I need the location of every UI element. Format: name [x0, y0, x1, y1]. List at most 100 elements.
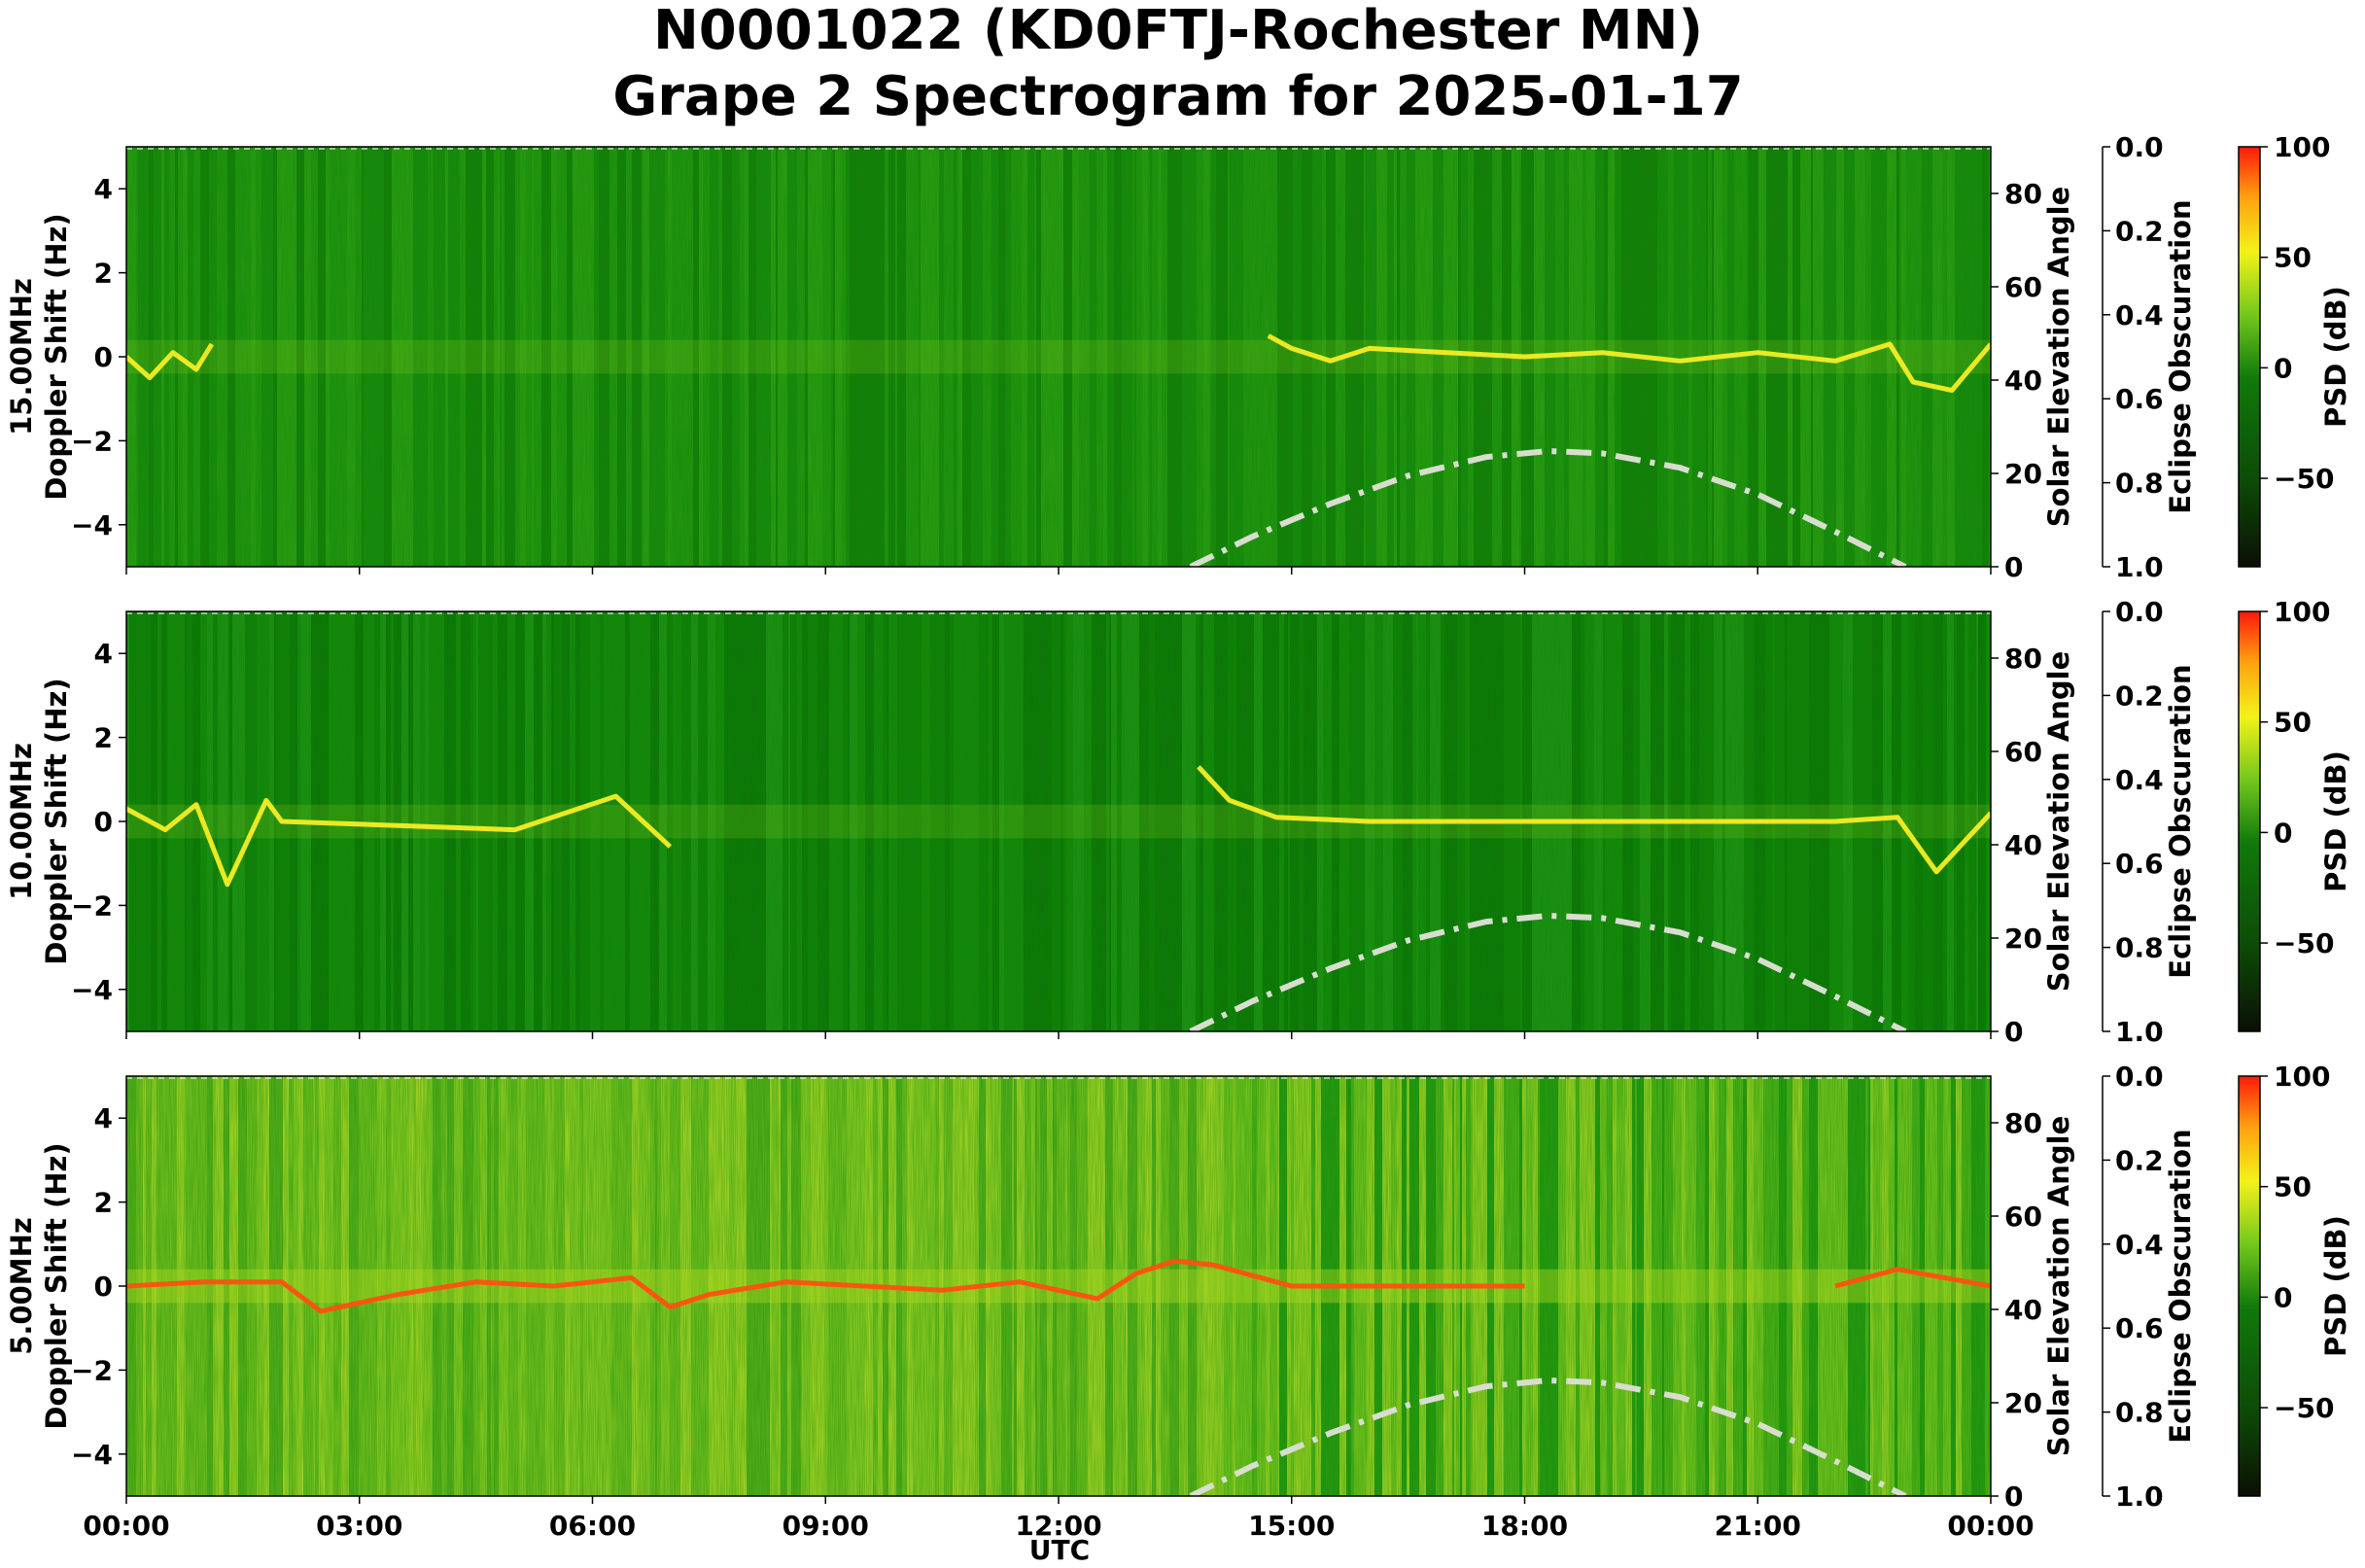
x-tick-label: 18:00 — [1481, 1510, 1568, 1542]
frequency-label: 10.00MHz — [5, 743, 38, 900]
colorbar-tick-label: 100 — [2274, 1061, 2330, 1093]
eclipse-tick-label: 0.4 — [2115, 764, 2164, 796]
eclipse-tick-label: 0.0 — [2115, 596, 2164, 628]
panel-5.00MHz: −4 −2 0 2 4 5.00MHz Doppler Shift (Hz) 00:00 03:… — [5, 1061, 2352, 1542]
eclipse-tick-label: 0.6 — [2115, 383, 2164, 415]
elevation-tick-label: 20 — [2004, 458, 2042, 490]
eclipse-tick-label: 0.8 — [2115, 932, 2164, 964]
frequency-label: 15.00MHz — [5, 278, 38, 436]
colorbar-tick-label: −50 — [2274, 927, 2334, 959]
figure-title-line2: Grape 2 Spectrogram for 2025-01-17 — [612, 65, 1743, 128]
eclipse-axis-label: Eclipse Obscuration — [2164, 664, 2197, 978]
stripe-layer — [126, 1076, 1991, 1496]
eclipse-tick-label: 0.2 — [2115, 1144, 2164, 1176]
y-tick-label: −2 — [71, 1354, 113, 1386]
x-tick-label: 00:00 — [83, 1510, 169, 1542]
elevation-tick-label: 0 — [2004, 1481, 2023, 1513]
x-tick-label: 21:00 — [1715, 1510, 1801, 1542]
elevation-tick-label: 80 — [2004, 1107, 2042, 1139]
eclipse-axis-label: Eclipse Obscuration — [2164, 199, 2197, 513]
colorbar-tick-label: 0 — [2274, 817, 2292, 849]
eclipse-tick-label: 1.0 — [2115, 1481, 2164, 1513]
x-tick-label: 00:00 — [1947, 1510, 2034, 1542]
colorbar-tick-label: 50 — [2274, 1171, 2312, 1203]
x-tick-label: 12:00 — [1015, 1510, 1101, 1542]
doppler-trace — [1267, 333, 1991, 394]
colorbar — [2238, 610, 2261, 1032]
elevation-tick-label: 40 — [2004, 829, 2042, 861]
y-tick-label: 2 — [94, 258, 113, 290]
eclipse-tick-label: 0.2 — [2115, 215, 2164, 247]
stripe-layer — [126, 611, 1991, 1031]
x-tick-label: 03:00 — [316, 1510, 402, 1542]
colorbar-label: PSD (dB) — [2319, 750, 2352, 892]
doppler-trace — [1834, 1267, 1991, 1289]
doppler-trace — [126, 342, 215, 381]
eclipse-tick-label: 0.6 — [2115, 848, 2164, 880]
elevation-axis-label: Solar Elevation Angle — [2042, 187, 2075, 528]
elevation-axis-label: Solar Elevation Angle — [2042, 651, 2075, 993]
doppler-trace — [126, 793, 673, 888]
elevation-tick-label: 80 — [2004, 178, 2042, 210]
eclipse-tick-label: 0.0 — [2115, 1061, 2164, 1093]
y-tick-label: 0 — [94, 806, 113, 838]
colorbar-tick-label: 100 — [2274, 596, 2330, 628]
panel-10.00MHz: −4 −2 0 2 4 10.00MHz Doppler Shift (Hz) 0 20 40 60… — [5, 596, 2352, 1048]
elevation-tick-label: 20 — [2004, 923, 2042, 955]
y-tick-label: 0 — [94, 341, 113, 373]
doppler-axis-label: Doppler Shift (Hz) — [40, 213, 73, 500]
y-tick-label: −2 — [71, 425, 113, 457]
y-tick-label: 2 — [94, 1187, 113, 1219]
y-tick-label: 2 — [94, 722, 113, 754]
eclipse-tick-label: 1.0 — [2115, 551, 2164, 583]
frequency-label: 5.00MHz — [5, 1217, 38, 1355]
colorbar-label: PSD (dB) — [2319, 286, 2352, 428]
y-tick-label: −4 — [71, 974, 113, 1006]
elevation-tick-label: 80 — [2004, 643, 2042, 675]
y-tick-label: 4 — [94, 173, 113, 205]
y-tick-label: −4 — [71, 509, 113, 541]
elevation-axis-label: Solar Elevation Angle — [2042, 1116, 2075, 1457]
x-axis-label: UTC — [1029, 1534, 1090, 1566]
colorbar-label: PSD (dB) — [2319, 1215, 2352, 1357]
elevation-tick-label: 60 — [2004, 1201, 2042, 1233]
elevation-tick-label: 60 — [2004, 271, 2042, 303]
eclipse-tick-label: 0.4 — [2115, 299, 2164, 331]
eclipse-tick-label: 0.4 — [2115, 1229, 2164, 1261]
elevation-tick-label: 40 — [2004, 1294, 2042, 1326]
eclipse-tick-label: 0.8 — [2115, 1397, 2164, 1429]
x-tick-label: 06:00 — [549, 1510, 636, 1542]
colorbar-tick-label: 50 — [2274, 707, 2312, 739]
colorbar-tick-label: 0 — [2274, 352, 2292, 384]
colorbar-tick-label: −50 — [2274, 1392, 2334, 1424]
eclipse-tick-label: 0.6 — [2115, 1312, 2164, 1344]
figure-title-line1: N0001022 (KD0FTJ-Rochester MN) — [653, 0, 1703, 62]
elevation-tick-label: 0 — [2004, 551, 2023, 583]
elevation-tick-label: 40 — [2004, 365, 2042, 397]
colorbar — [2238, 146, 2261, 568]
colorbar-tick-label: 50 — [2274, 242, 2312, 274]
colorbar — [2238, 1075, 2261, 1497]
stripe-layer — [126, 147, 1991, 567]
eclipse-tick-label: 1.0 — [2115, 1016, 2164, 1048]
y-tick-label: 0 — [94, 1271, 113, 1303]
eclipse-tick-label: 0.2 — [2115, 679, 2164, 712]
eclipse-axis-label: Eclipse Obscuration — [2164, 1129, 2197, 1443]
x-tick-label: 09:00 — [783, 1510, 869, 1542]
y-tick-label: −4 — [71, 1439, 113, 1471]
elevation-tick-label: 0 — [2004, 1016, 2023, 1048]
y-tick-label: −2 — [71, 889, 113, 922]
doppler-axis-label: Doppler Shift (Hz) — [40, 678, 73, 964]
panel-15.00MHz: −4 −2 0 2 4 15.00MHz Doppler Shift (Hz) 0 20 40 60… — [5, 131, 2352, 583]
y-tick-label: 4 — [94, 1102, 113, 1134]
eclipse-tick-label: 0.8 — [2115, 468, 2164, 500]
elevation-tick-label: 20 — [2004, 1387, 2042, 1419]
colorbar-tick-label: 100 — [2274, 131, 2330, 163]
elevation-tick-label: 60 — [2004, 736, 2042, 768]
y-tick-label: 4 — [94, 638, 113, 670]
carrier-band — [126, 1269, 1991, 1304]
noise-overlay — [126, 147, 1991, 567]
carrier-band — [126, 339, 1991, 374]
